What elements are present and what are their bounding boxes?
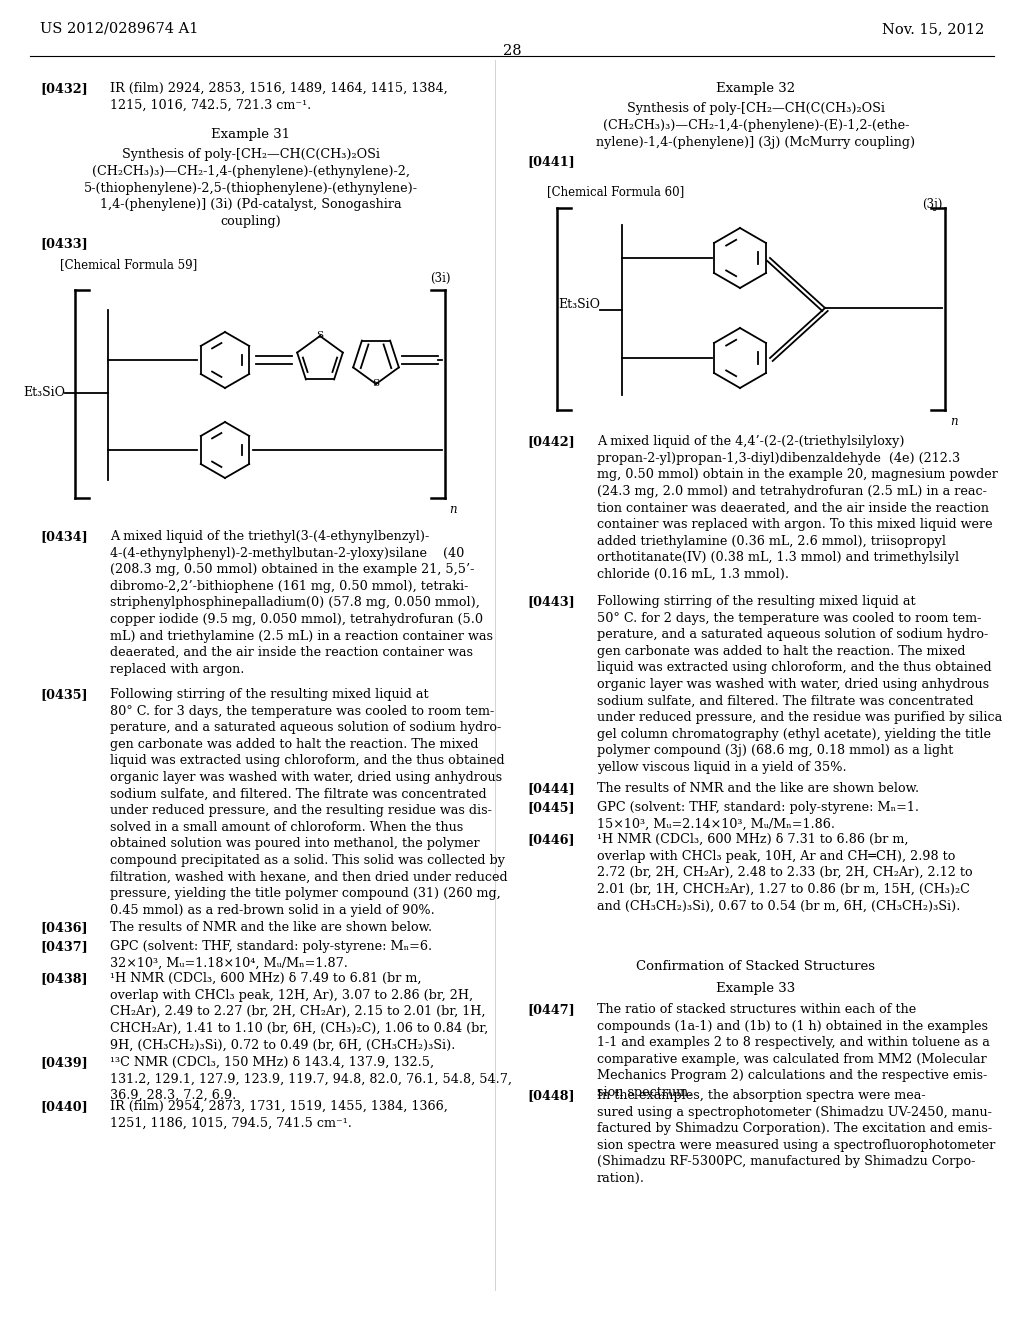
Text: Confirmation of Stacked Structures: Confirmation of Stacked Structures [637,960,876,973]
Text: [0439]: [0439] [40,1056,88,1069]
Text: 28: 28 [503,44,521,58]
Text: In the examples, the absorption spectra were mea-
sured using a spectrophotomete: In the examples, the absorption spectra … [597,1089,995,1185]
Text: Example 33: Example 33 [717,982,796,995]
Text: [0436]: [0436] [40,921,88,935]
Text: (3j): (3j) [922,198,942,211]
Text: Synthesis of poly-[CH₂—CH(C(CH₃)₂OSi
(CH₂CH₃)₃)—CH₂-1,4-(phenylene)-(E)-1,2-(eth: Synthesis of poly-[CH₂—CH(C(CH₃)₂OSi (CH… [596,102,915,149]
Text: [0440]: [0440] [40,1100,88,1113]
Text: Nov. 15, 2012: Nov. 15, 2012 [882,22,984,36]
Text: Example 31: Example 31 [211,128,291,141]
Text: [0446]: [0446] [527,833,574,846]
Text: [0432]: [0432] [40,82,88,95]
Text: [0444]: [0444] [527,781,574,795]
Text: [0448]: [0448] [527,1089,574,1102]
Text: [Chemical Formula 60]: [Chemical Formula 60] [547,185,684,198]
Text: Synthesis of poly-[CH₂—CH(C(CH₃)₂OSi
(CH₂CH₃)₃)—CH₂-1,4-(phenylene)-(ethynylene): Synthesis of poly-[CH₂—CH(C(CH₃)₂OSi (CH… [84,148,418,228]
Text: S: S [316,331,324,341]
Text: ¹³C NMR (CDCl₃, 150 MHz) δ 143.4, 137.9, 132.5,
131.2, 129.1, 127.9, 123.9, 119.: ¹³C NMR (CDCl₃, 150 MHz) δ 143.4, 137.9,… [110,1056,512,1102]
Text: [0435]: [0435] [40,688,88,701]
Text: ¹H NMR (CDCl₃, 600 MHz) δ 7.31 to 6.86 (br m,
overlap with CHCl₃ peak, 10H, Ar a: ¹H NMR (CDCl₃, 600 MHz) δ 7.31 to 6.86 (… [597,833,973,912]
Text: A mixed liquid of the 4,4’-(2-(2-(triethylsilyloxy)
propan-2-yl)propan-1,3-diyl): A mixed liquid of the 4,4’-(2-(2-(trieth… [597,436,997,581]
Text: The results of NMR and the like are shown below.: The results of NMR and the like are show… [110,921,432,935]
Text: US 2012/0289674 A1: US 2012/0289674 A1 [40,22,199,36]
Text: GPC (solvent: THF, standard: poly-styrene: Mₙ=1.
15×10³, Mᵤ=2.14×10³, Mᵤ/Mₙ=1.86: GPC (solvent: THF, standard: poly-styren… [597,801,919,830]
Text: S: S [373,380,380,388]
Text: [0447]: [0447] [527,1003,574,1016]
Text: [0441]: [0441] [527,154,574,168]
Text: [Chemical Formula 59]: [Chemical Formula 59] [60,257,198,271]
Text: A mixed liquid of the triethyl(3-(4-ethynylbenzyl)-
4-(4-ethynylphenyl)-2-methyl: A mixed liquid of the triethyl(3-(4-ethy… [110,531,493,676]
Text: Et₃SiO: Et₃SiO [558,298,600,312]
Text: [0433]: [0433] [40,238,88,249]
Text: The results of NMR and the like are shown below.: The results of NMR and the like are show… [597,781,920,795]
Text: n: n [449,503,457,516]
Text: n: n [950,414,957,428]
Text: [0443]: [0443] [527,595,574,609]
Text: [0437]: [0437] [40,940,88,953]
Text: The ratio of stacked structures within each of the
compounds (1a-1) and (1b) to : The ratio of stacked structures within e… [597,1003,990,1100]
Text: [0445]: [0445] [527,801,574,814]
Text: Et₃SiO: Et₃SiO [23,387,65,400]
Text: Example 32: Example 32 [717,82,796,95]
Text: IR (film) 2954, 2873, 1731, 1519, 1455, 1384, 1366,
1251, 1186, 1015, 794.5, 741: IR (film) 2954, 2873, 1731, 1519, 1455, … [110,1100,447,1130]
Text: [0438]: [0438] [40,972,88,985]
Text: IR (film) 2924, 2853, 1516, 1489, 1464, 1415, 1384,
1215, 1016, 742.5, 721.3 cm⁻: IR (film) 2924, 2853, 1516, 1489, 1464, … [110,82,447,112]
Text: [0434]: [0434] [40,531,88,543]
Text: ¹H NMR (CDCl₃, 600 MHz) δ 7.49 to 6.81 (br m,
overlap with CHCl₃ peak, 12H, Ar),: ¹H NMR (CDCl₃, 600 MHz) δ 7.49 to 6.81 (… [110,972,488,1052]
Text: GPC (solvent: THF, standard: poly-styrene: Mₙ=6.
32×10³, Mᵤ=1.18×10⁴, Mᵤ/Mₙ=1.87: GPC (solvent: THF, standard: poly-styren… [110,940,432,970]
Text: Following stirring of the resulting mixed liquid at
50° C. for 2 days, the tempe: Following stirring of the resulting mixe… [597,595,1002,774]
Text: [0442]: [0442] [527,436,574,447]
Text: (3i): (3i) [430,272,451,285]
Text: Following stirring of the resulting mixed liquid at
80° C. for 3 days, the tempe: Following stirring of the resulting mixe… [110,688,508,917]
